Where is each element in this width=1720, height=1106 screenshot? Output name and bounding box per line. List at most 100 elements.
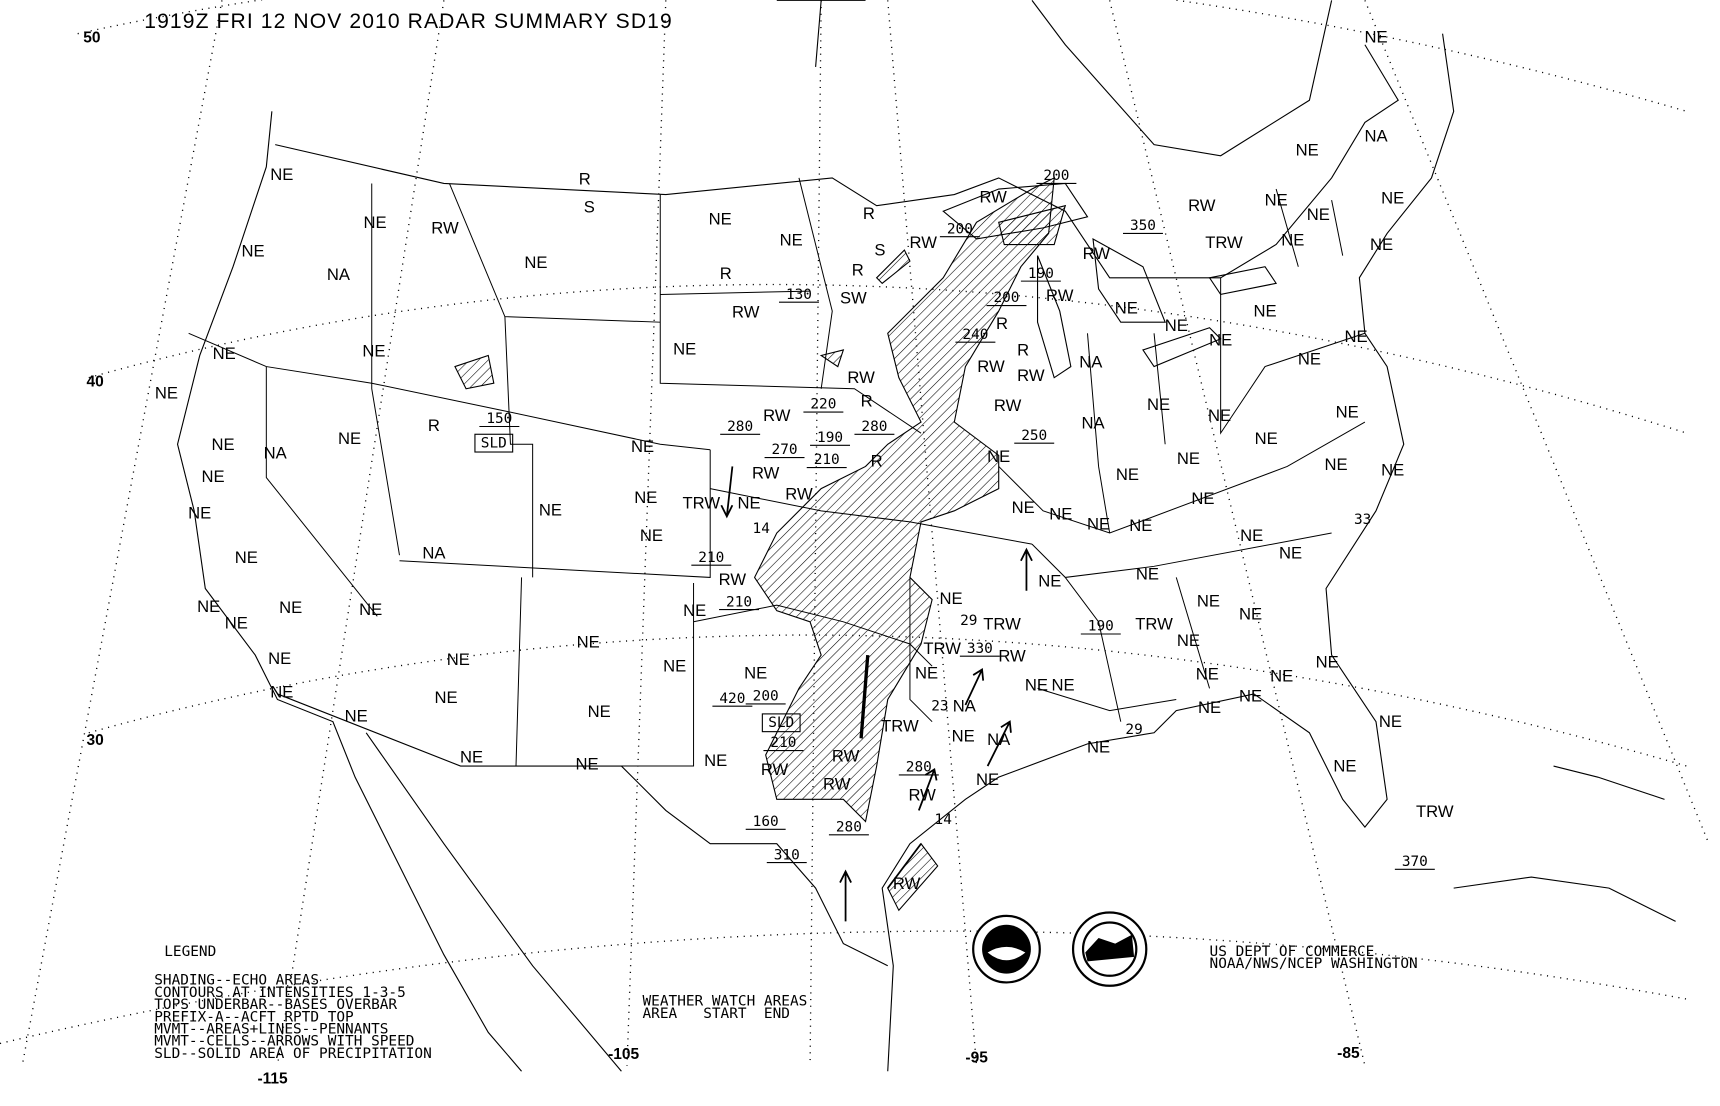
map-label: R <box>863 204 875 223</box>
map-label: NE <box>1364 28 1387 47</box>
legend-line: MVMT--CELLS--ARROWS WITH SPEED <box>154 1034 414 1050</box>
map-label: 160 <box>753 814 779 830</box>
movement-arrow <box>986 720 1012 767</box>
map-label: NE <box>1265 191 1288 210</box>
map-label: R <box>852 261 864 280</box>
map-label: TRW <box>983 615 1021 634</box>
map-label: RW <box>719 570 747 589</box>
map-label: 370 <box>1402 854 1428 870</box>
legend: LEGEND SHADING--ECHO AREAS CONTOURS AT I… <box>154 944 432 1062</box>
map-label: NE <box>915 663 938 682</box>
map-label: R <box>996 314 1008 333</box>
map-label: NE <box>270 165 293 184</box>
map-label: NE <box>1147 395 1170 414</box>
map-label: NE <box>211 435 234 454</box>
map-label: NA <box>953 697 977 716</box>
movement-arrows <box>720 466 1033 922</box>
map-label: RW <box>785 485 813 504</box>
map-label: NE <box>270 682 293 701</box>
map-label: 420 <box>719 691 745 707</box>
map-label: NE <box>197 597 220 616</box>
map-label: NA <box>1364 126 1388 145</box>
map-label: NE <box>1307 205 1330 224</box>
movement-arrow <box>1020 547 1033 591</box>
map-label: NE <box>1198 698 1221 717</box>
map-label: 280 <box>727 419 753 435</box>
map-label: R <box>579 170 591 189</box>
map-label: NE <box>1177 449 1200 468</box>
map-label: 210 <box>698 550 724 566</box>
map-label: RW <box>1017 366 1045 385</box>
map-label: NE <box>447 650 470 669</box>
map-label: S <box>874 241 885 260</box>
map-label: 190 <box>817 430 843 446</box>
map-label: 280 <box>861 419 887 435</box>
map-label: NA <box>327 265 351 284</box>
map-label: 280 <box>906 760 932 776</box>
watch-areas-columns: AREA START END <box>643 1006 790 1022</box>
map-label: NE <box>1381 188 1404 207</box>
map-label: 14 <box>753 521 770 537</box>
map-label: NE <box>235 548 258 567</box>
map-label: NE <box>709 210 732 229</box>
map-label: NE <box>155 384 178 403</box>
map-label: RW <box>761 760 789 779</box>
map-label: NE <box>268 649 291 668</box>
noaa-logo <box>972 914 1041 984</box>
map-label: 350 <box>1130 218 1156 234</box>
map-label: NE <box>780 231 803 250</box>
legend-line: TOPS UNDERBAR--BASES OVERBAR <box>154 997 397 1013</box>
map-label: NE <box>1191 489 1214 508</box>
map-label: NE <box>1324 455 1347 474</box>
map-label: NE <box>1333 757 1356 776</box>
map-label: NA <box>987 730 1011 749</box>
longitude-label: -95 <box>965 1049 988 1066</box>
map-label: 220 <box>810 397 836 413</box>
map-label: NE <box>673 339 696 358</box>
map-label: TRW <box>923 639 961 658</box>
map-label: NE <box>1370 235 1393 254</box>
map-label: NE <box>1239 687 1262 706</box>
map-label: 190 <box>1028 266 1054 282</box>
legend-line: MVMT--AREAS+LINES--PENNANTS <box>154 1021 388 1037</box>
legend-heading: LEGEND <box>164 944 216 960</box>
legend-line: SHADING--ECHO AREAS <box>154 973 319 989</box>
map-label: NA <box>264 444 288 463</box>
map-label: 200 <box>753 689 779 705</box>
map-label: NE <box>1165 316 1188 335</box>
map-label: NE <box>683 601 706 620</box>
map-label: NE <box>577 632 600 651</box>
map-label: RW <box>1188 196 1216 215</box>
echo-area <box>753 176 1055 823</box>
map-label: NE <box>1087 515 1110 534</box>
map-label: NA <box>422 544 446 563</box>
map-label: 210 <box>814 452 840 468</box>
map-label: TRW <box>1135 615 1173 634</box>
map-label: NE <box>362 342 385 361</box>
map-label: 150 <box>486 411 512 427</box>
longitude-label: -85 <box>1337 1045 1360 1062</box>
map-label: TRW <box>1416 802 1454 821</box>
map-label: 250 <box>1021 428 1047 444</box>
map-label: 29 <box>960 613 977 629</box>
map-label: NE <box>202 467 225 486</box>
agency-line: US DEPT OF COMMERCE <box>1210 944 1375 960</box>
map-label: NE <box>1049 505 1072 524</box>
map-label: R <box>1017 340 1029 359</box>
map-label: SW <box>840 288 867 307</box>
map-label: RW <box>732 303 760 322</box>
map-label: R <box>428 416 440 435</box>
map-label: NE <box>364 213 387 232</box>
map-label: NE <box>744 663 767 682</box>
map-label: NE <box>1115 298 1138 317</box>
map-label: NE <box>1316 652 1339 671</box>
map-label: TRW <box>683 494 721 513</box>
map-label: NA <box>1079 353 1103 372</box>
map-label: NE <box>1381 460 1404 479</box>
map-label: NE <box>524 253 547 272</box>
map-label: NE <box>1379 712 1402 731</box>
map-label: NE <box>1052 676 1075 695</box>
echo-area <box>454 354 495 390</box>
echo-area <box>875 249 911 285</box>
map-label: RW <box>763 406 791 425</box>
